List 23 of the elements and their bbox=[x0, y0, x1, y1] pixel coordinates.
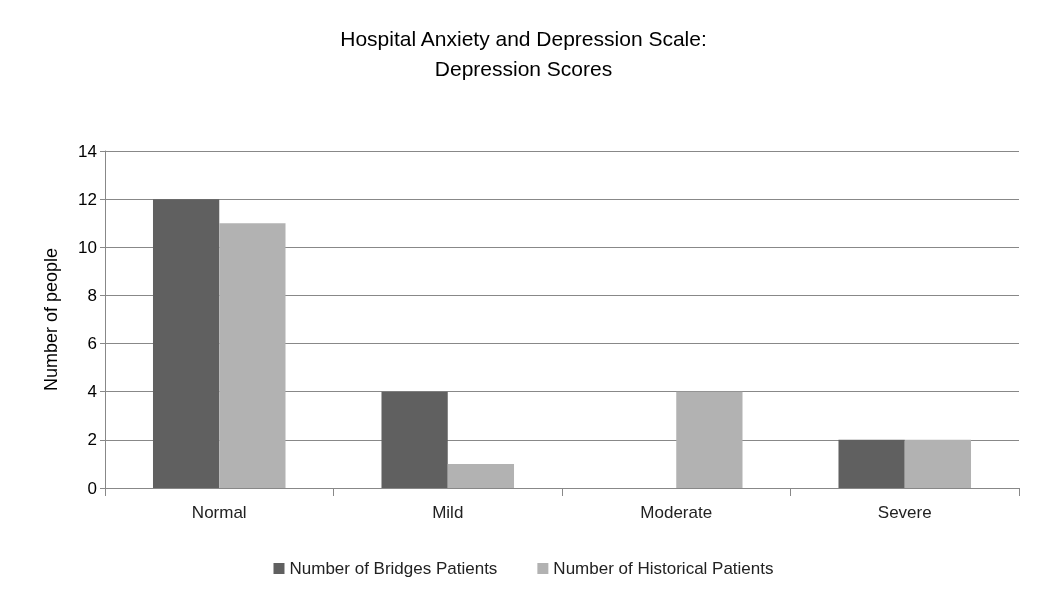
bar bbox=[381, 391, 448, 488]
legend-label: Number of Historical Patients bbox=[553, 559, 774, 578]
y-tick-label: 10 bbox=[78, 237, 97, 257]
x-tick-label: Severe bbox=[877, 503, 932, 522]
x-tick-label: Mild bbox=[432, 503, 464, 522]
y-axis-title: Number of people bbox=[41, 247, 61, 392]
y-tick-label: 4 bbox=[87, 382, 97, 402]
y-tick-label: 14 bbox=[78, 141, 97, 161]
y-tick-label: 6 bbox=[87, 334, 97, 354]
bar bbox=[904, 439, 972, 488]
y-tick-label: 12 bbox=[78, 189, 97, 209]
x-tick-label: Normal bbox=[191, 503, 247, 522]
bar bbox=[219, 223, 286, 488]
y-tick-label: 8 bbox=[87, 285, 97, 305]
y-tick-label: 0 bbox=[87, 478, 97, 498]
bar bbox=[838, 439, 905, 488]
bar bbox=[676, 391, 743, 488]
x-tick-label: Moderate bbox=[640, 503, 713, 522]
bar bbox=[152, 199, 220, 488]
legend-label: Number of Bridges Patients bbox=[289, 559, 498, 578]
bar bbox=[447, 463, 515, 488]
chart-title: Hospital Anxiety and Depression Scale: Depression Scores bbox=[340, 26, 707, 80]
y-tick-label: 2 bbox=[87, 430, 97, 450]
